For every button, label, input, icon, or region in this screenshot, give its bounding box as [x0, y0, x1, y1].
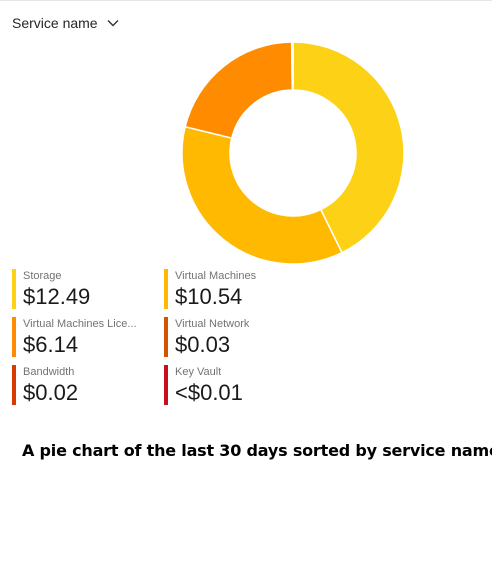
legend-value: <$0.01	[175, 380, 243, 405]
donut-slice-2[interactable]	[184, 41, 294, 139]
legend-label: Key Vault	[175, 366, 222, 378]
legend-swatch	[12, 269, 16, 309]
legend-label: Virtual Network	[175, 318, 250, 330]
donut-chart	[181, 41, 405, 265]
service-name-dropdown[interactable]: Service name	[12, 13, 119, 33]
donut-slice-1[interactable]	[181, 125, 343, 265]
legend-swatch	[164, 365, 168, 405]
legend-swatch	[12, 317, 16, 357]
legend-item[interactable]: Virtual Machines Lice... $6.14	[12, 317, 162, 359]
legend-label: Bandwidth	[23, 366, 75, 378]
dropdown-label: Service name	[12, 15, 98, 31]
legend-label: Virtual Machines Lice...	[23, 318, 137, 330]
legend-value: $10.54	[175, 284, 243, 309]
legend-item[interactable]: Bandwidth $0.02	[12, 365, 162, 407]
legend-item[interactable]: Virtual Network $0.03	[164, 317, 314, 359]
legend-swatch	[164, 317, 168, 357]
legend-item[interactable]: Virtual Machines $10.54	[164, 269, 314, 311]
chevron-down-icon	[107, 20, 119, 27]
top-divider	[0, 0, 492, 1]
legend-value: $0.03	[175, 332, 231, 357]
legend-label: Virtual Machines	[175, 270, 257, 282]
legend-item[interactable]: Storage $12.49	[12, 269, 162, 311]
legend-swatch	[12, 365, 16, 405]
chart-caption: A pie chart of the last 30 days sorted b…	[22, 441, 492, 460]
legend-value: $0.02	[23, 380, 79, 405]
donut-slice-0[interactable]	[292, 41, 405, 254]
legend-label: Storage	[23, 270, 62, 282]
legend-swatch	[164, 269, 168, 309]
legend-item[interactable]: Key Vault <$0.01	[164, 365, 314, 407]
legend-value: $6.14	[23, 332, 79, 357]
legend-value: $12.49	[23, 284, 91, 309]
